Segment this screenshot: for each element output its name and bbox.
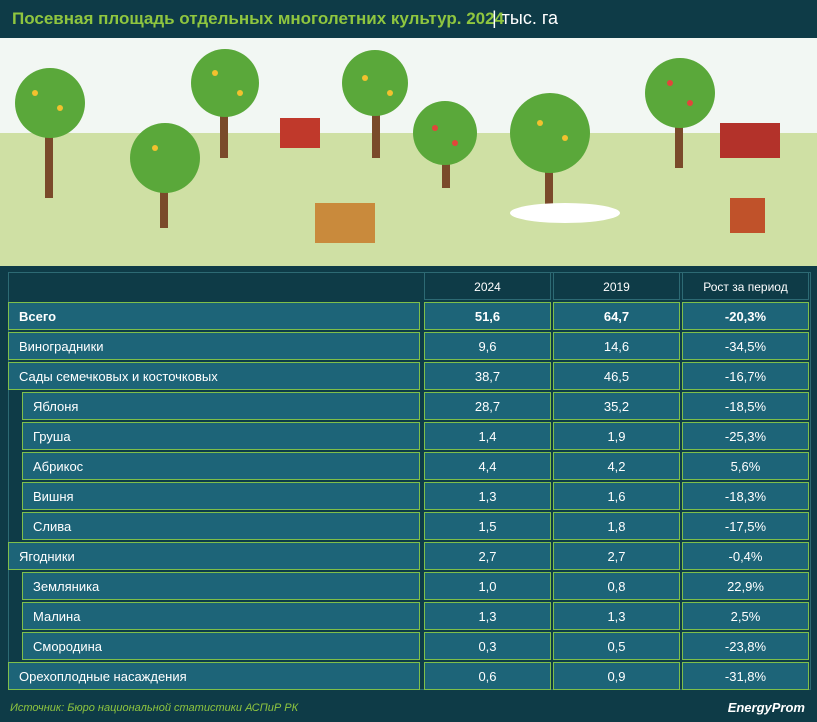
source: Источник: Бюро национальной статистики А… bbox=[10, 702, 299, 714]
row-label: Всего bbox=[8, 302, 420, 330]
cell-value: 28,7 bbox=[424, 392, 551, 420]
cell-value: 1,3 bbox=[553, 602, 680, 630]
cell-value: -18,3% bbox=[682, 482, 809, 510]
cell-value: 2,7 bbox=[424, 542, 551, 570]
title: Посевная площадь отдельных многолетних к… bbox=[12, 9, 505, 28]
column-header: Рост за период bbox=[682, 272, 809, 300]
cell-value: 1,9 bbox=[553, 422, 680, 450]
row-label: Орехоплодные насаждения bbox=[8, 662, 420, 690]
cell-value: 35,2 bbox=[553, 392, 680, 420]
column-header: 2024 bbox=[424, 272, 551, 300]
cell-value: 1,3 bbox=[424, 482, 551, 510]
header: Посевная площадь отдельных многолетних к… bbox=[0, 0, 817, 38]
cell-value: -34,5% bbox=[682, 332, 809, 360]
unit: | тыс. га bbox=[492, 8, 559, 28]
cell-value: 14,6 bbox=[553, 332, 680, 360]
cell-value: 1,5 bbox=[424, 512, 551, 540]
cell-value: -23,8% bbox=[682, 632, 809, 660]
cell-value: -16,7% bbox=[682, 362, 809, 390]
row-label: Слива bbox=[22, 512, 420, 540]
row-label: Абрикос bbox=[22, 452, 420, 480]
illustration bbox=[0, 38, 817, 266]
row-label: Смородина bbox=[22, 632, 420, 660]
cell-value: 0,6 bbox=[424, 662, 551, 690]
row-label: Виноградники bbox=[8, 332, 420, 360]
cell-value: 1,4 bbox=[424, 422, 551, 450]
cell-value: 64,7 bbox=[553, 302, 680, 330]
row-label: Ягодники bbox=[8, 542, 420, 570]
row-label: Земляника bbox=[22, 572, 420, 600]
cell-value: 5,6% bbox=[682, 452, 809, 480]
cell-value: -18,5% bbox=[682, 392, 809, 420]
cell-value: 0,3 bbox=[424, 632, 551, 660]
cell-value: 0,5 bbox=[553, 632, 680, 660]
cell-value: 2,5% bbox=[682, 602, 809, 630]
row-label: Яблоня bbox=[22, 392, 420, 420]
cell-value: -17,5% bbox=[682, 512, 809, 540]
cell-value: -25,3% bbox=[682, 422, 809, 450]
row-label: Груша bbox=[22, 422, 420, 450]
column-header: 2019 bbox=[553, 272, 680, 300]
cell-value: 9,6 bbox=[424, 332, 551, 360]
row-label: Вишня bbox=[22, 482, 420, 510]
row-label: Малина bbox=[22, 602, 420, 630]
cell-value: 51,6 bbox=[424, 302, 551, 330]
cell-value: 4,2 bbox=[553, 452, 680, 480]
cell-value: 1,8 bbox=[553, 512, 680, 540]
cell-value: 1,0 bbox=[424, 572, 551, 600]
cell-value: 0,9 bbox=[553, 662, 680, 690]
cell-value: 2,7 bbox=[553, 542, 680, 570]
cell-value: 0,8 bbox=[553, 572, 680, 600]
cell-value: 38,7 bbox=[424, 362, 551, 390]
cell-value: 46,5 bbox=[553, 362, 680, 390]
cell-value: -0,4% bbox=[682, 542, 809, 570]
cell-value: 4,4 bbox=[424, 452, 551, 480]
cell-value: 1,6 bbox=[553, 482, 680, 510]
cell-value: -20,3% bbox=[682, 302, 809, 330]
row-label: Сады семечковых и косточковых bbox=[8, 362, 420, 390]
logo: EnergyProm bbox=[727, 700, 805, 715]
cell-value: 1,3 bbox=[424, 602, 551, 630]
cell-value: -31,8% bbox=[682, 662, 809, 690]
cell-value: 22,9% bbox=[682, 572, 809, 600]
